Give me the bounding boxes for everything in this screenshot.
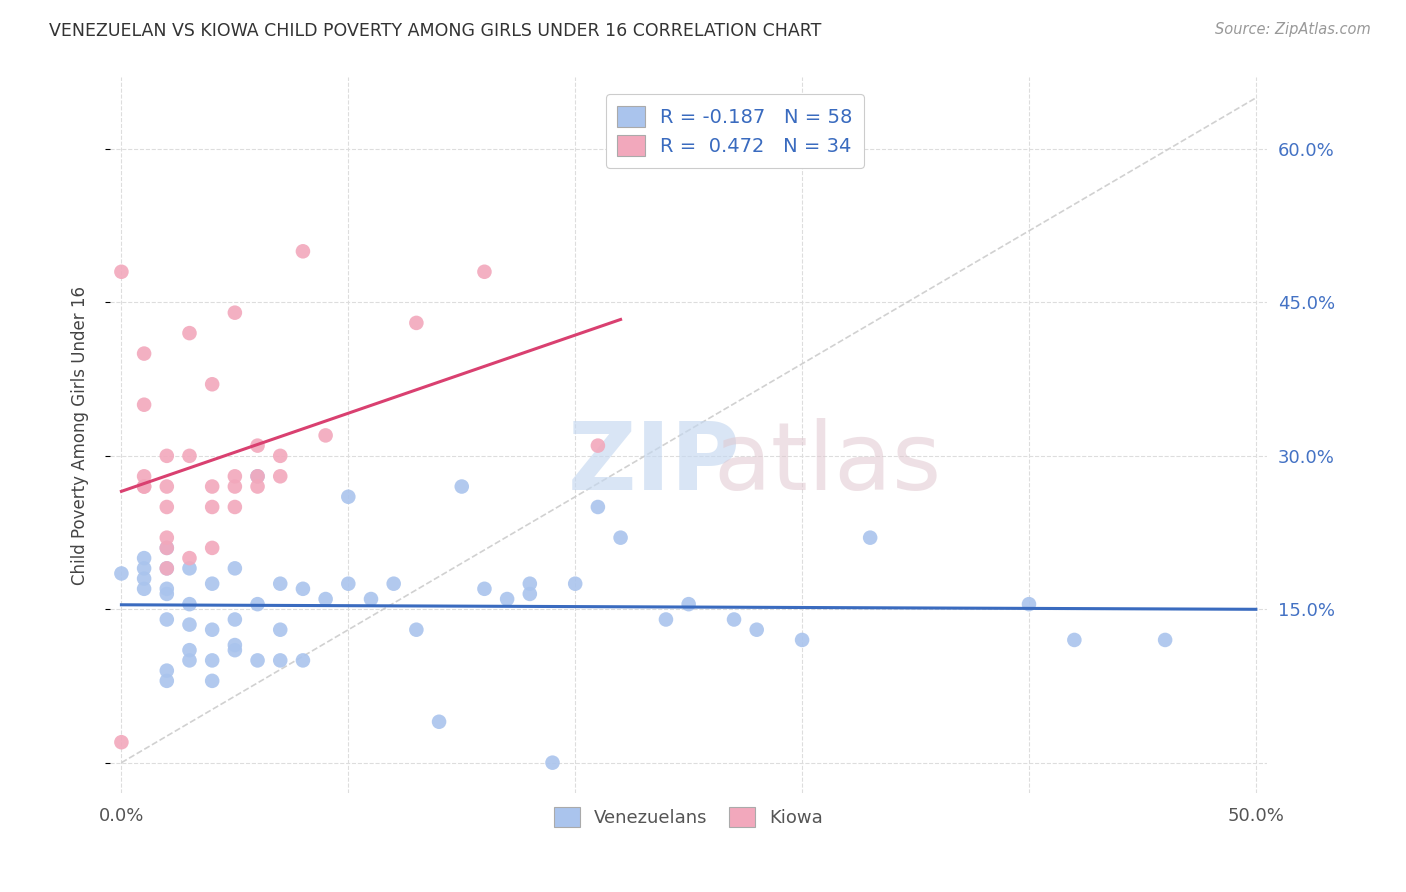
Point <box>609 531 631 545</box>
Text: VENEZUELAN VS KIOWA CHILD POVERTY AMONG GIRLS UNDER 16 CORRELATION CHART: VENEZUELAN VS KIOWA CHILD POVERTY AMONG … <box>49 22 821 40</box>
Point <box>201 576 224 591</box>
Point <box>586 439 609 453</box>
Point <box>156 673 179 688</box>
Point <box>246 469 269 483</box>
Point <box>246 653 269 667</box>
Point <box>723 612 745 626</box>
Point <box>132 398 155 412</box>
Point <box>450 479 472 493</box>
Point <box>269 576 291 591</box>
Point <box>405 316 427 330</box>
Point <box>224 479 246 493</box>
Point <box>269 449 291 463</box>
Point <box>132 346 155 360</box>
Point <box>246 439 269 453</box>
Point <box>179 653 201 667</box>
Point <box>156 541 179 555</box>
Point <box>474 582 496 596</box>
Point <box>110 265 132 279</box>
Point <box>790 632 813 647</box>
Point <box>291 582 314 596</box>
Point <box>156 664 179 678</box>
Text: atlas: atlas <box>713 418 942 510</box>
Point <box>179 449 201 463</box>
Point <box>132 479 155 493</box>
Point <box>519 587 541 601</box>
Point <box>156 561 179 575</box>
Point <box>156 479 179 493</box>
Point <box>201 653 224 667</box>
Point <box>291 244 314 259</box>
Point <box>201 541 224 555</box>
Point <box>269 623 291 637</box>
Text: ZIP: ZIP <box>568 418 741 510</box>
Point <box>269 653 291 667</box>
Point <box>132 582 155 596</box>
Point <box>156 582 179 596</box>
Point <box>156 449 179 463</box>
Point <box>224 612 246 626</box>
Point <box>156 612 179 626</box>
Point <box>179 326 201 340</box>
Point <box>745 623 768 637</box>
Text: Source: ZipAtlas.com: Source: ZipAtlas.com <box>1215 22 1371 37</box>
Point <box>269 469 291 483</box>
Point <box>179 643 201 657</box>
Point <box>156 531 179 545</box>
Point <box>1018 597 1040 611</box>
Point <box>859 531 882 545</box>
Point <box>337 490 360 504</box>
Point <box>291 653 314 667</box>
Point <box>519 576 541 591</box>
Point <box>405 623 427 637</box>
Point <box>132 561 155 575</box>
Point <box>179 617 201 632</box>
Point <box>224 643 246 657</box>
Point <box>224 469 246 483</box>
Point <box>246 479 269 493</box>
Point <box>360 592 382 607</box>
Point <box>224 638 246 652</box>
Point <box>201 673 224 688</box>
Point <box>586 500 609 514</box>
Point <box>678 597 700 611</box>
Point <box>201 500 224 514</box>
Point <box>156 500 179 514</box>
Point <box>246 597 269 611</box>
Point <box>1063 632 1085 647</box>
Point <box>179 561 201 575</box>
Point <box>337 576 360 591</box>
Point <box>315 592 337 607</box>
Point <box>427 714 450 729</box>
Point <box>496 592 519 607</box>
Point <box>1154 632 1177 647</box>
Point <box>224 306 246 320</box>
Point <box>132 572 155 586</box>
Point <box>156 561 179 575</box>
Point <box>315 428 337 442</box>
Point <box>474 265 496 279</box>
Y-axis label: Child Poverty Among Girls Under 16: Child Poverty Among Girls Under 16 <box>72 286 89 585</box>
Point <box>179 597 201 611</box>
Point <box>201 623 224 637</box>
Point <box>156 587 179 601</box>
Point <box>246 469 269 483</box>
Point <box>201 377 224 392</box>
Point <box>541 756 564 770</box>
Point <box>224 561 246 575</box>
Point <box>132 551 155 566</box>
Point <box>110 566 132 581</box>
Point <box>110 735 132 749</box>
Point <box>224 500 246 514</box>
Point <box>655 612 678 626</box>
Point <box>201 479 224 493</box>
Point <box>132 479 155 493</box>
Point <box>132 469 155 483</box>
Point <box>382 576 405 591</box>
Point <box>179 551 201 566</box>
Legend: Venezuelans, Kiowa: Venezuelans, Kiowa <box>547 800 830 834</box>
Point <box>156 541 179 555</box>
Point <box>564 576 586 591</box>
